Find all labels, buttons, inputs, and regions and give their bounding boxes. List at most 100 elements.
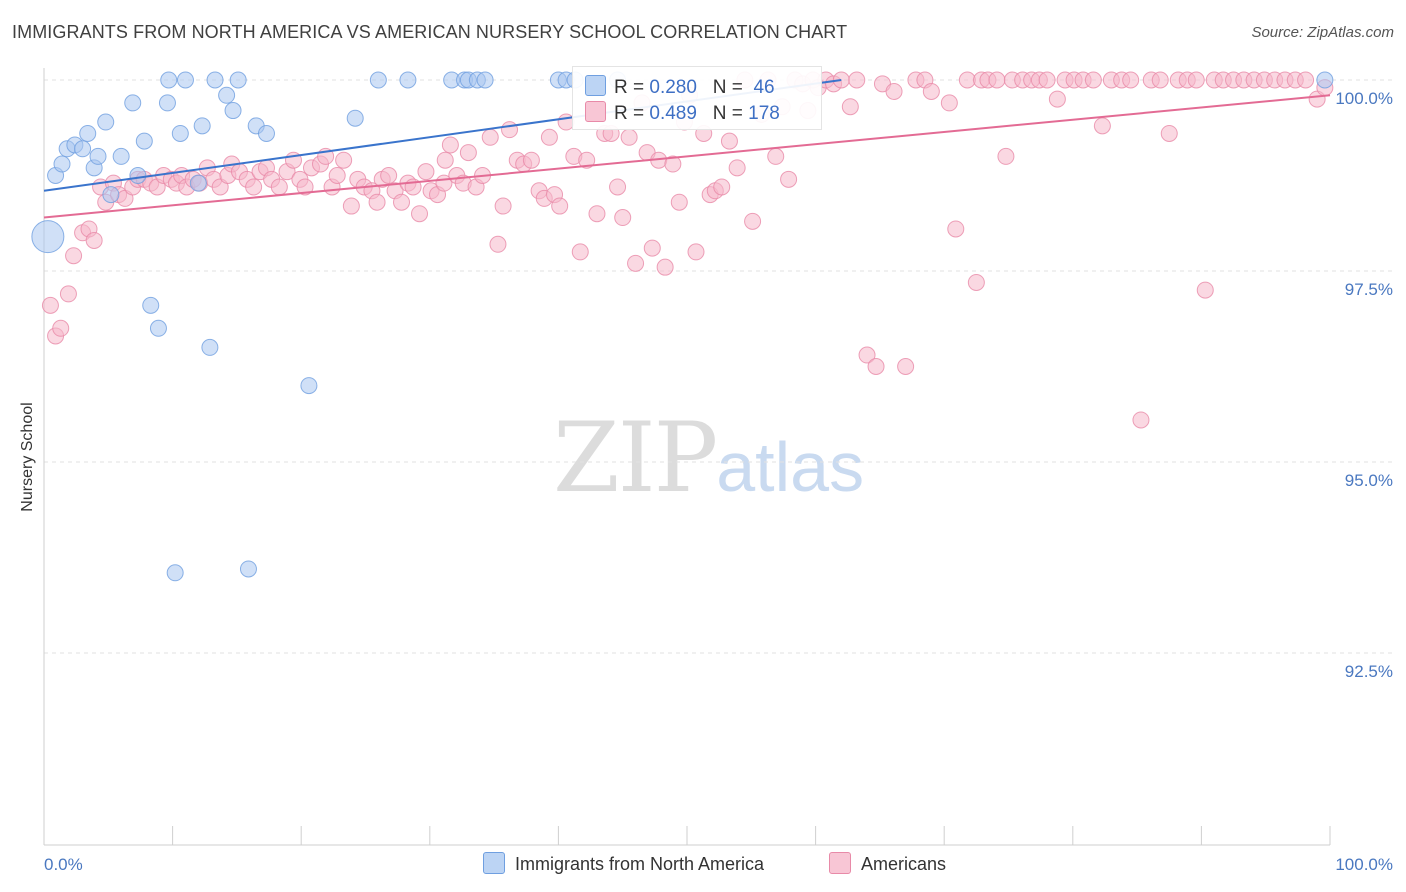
immigrants-point (112, 147, 130, 165)
americans-point (393, 193, 411, 211)
x-tick-label: 0.0% (44, 855, 83, 874)
americans-point (540, 128, 558, 146)
series-immigrants-points (31, 71, 1334, 582)
americans-point (1093, 117, 1111, 135)
legend-row-americans: R = 0.489 N = 178 (585, 101, 780, 127)
series-americans-points (41, 71, 1334, 429)
americans-point (848, 71, 866, 89)
americans-point (897, 358, 915, 375)
legend-row-immigrants: R = 0.280 N = 46 (585, 75, 775, 101)
americans-point (664, 155, 682, 173)
americans-point (368, 193, 386, 211)
americans-point (967, 273, 985, 291)
immigrants-point (171, 124, 189, 142)
watermark: ZIPatlas (553, 402, 864, 514)
immigrants-point (129, 167, 147, 184)
americans-point (417, 163, 435, 181)
americans-point (65, 247, 83, 265)
americans-point (441, 136, 459, 154)
americans-point (270, 178, 288, 196)
immigrants-point (239, 560, 257, 578)
americans-point (1196, 281, 1214, 299)
immigrants-point (218, 86, 236, 104)
americans-point (1038, 71, 1056, 89)
americans-point (296, 178, 314, 196)
americans-point (988, 71, 1006, 89)
bottom-legend-label: Americans (861, 854, 947, 874)
x-tick-label: 100.0% (1335, 855, 1393, 874)
immigrants-point (346, 109, 364, 127)
immigrants-point (176, 71, 194, 89)
bottom-legend-immigrants: Immigrants from North America (483, 852, 764, 875)
americans-point (85, 231, 103, 249)
americans-point (411, 205, 429, 223)
legend-r-label: R = (614, 77, 645, 98)
americans-point (958, 71, 976, 89)
americans-point (436, 151, 454, 169)
legend-n-label: N = (712, 103, 743, 124)
correlation-legend: R = 0.280 N = 46 R = 0.489 N = 178 (572, 66, 822, 130)
americans-point (494, 197, 512, 215)
americans-point (1048, 90, 1066, 108)
americans-point (1132, 411, 1150, 429)
americans-point (59, 285, 77, 303)
immigrants-point (79, 124, 97, 142)
americans-point (780, 170, 798, 188)
immigrants-point (229, 71, 247, 89)
immigrants-point (1316, 71, 1334, 89)
americans-point (52, 319, 70, 337)
legend-n-label: N = (712, 77, 743, 98)
americans-point (885, 82, 903, 100)
immigrants-point (193, 117, 211, 135)
legend-n-value: 46 (753, 77, 775, 98)
chart-title: IMMIGRANTS FROM NORTH AMERICA VS AMERICA… (12, 22, 848, 42)
americans-point (728, 159, 746, 177)
americans-point (1187, 71, 1205, 89)
immigrants-point (166, 564, 184, 582)
legend-r-value: 0.489 (649, 103, 697, 124)
immigrants-point (206, 71, 224, 89)
americans-point (744, 212, 762, 230)
immigrants-point (89, 147, 107, 165)
immigrants-point (224, 102, 242, 120)
immigrants-point (149, 319, 167, 337)
americans-point (997, 147, 1015, 165)
americans-point (522, 151, 540, 169)
immigrants-point (160, 71, 178, 89)
americans-point (481, 128, 499, 146)
immigrants-point (53, 155, 71, 173)
immigrants-point (300, 377, 318, 395)
immigrants-point (369, 71, 387, 89)
immigrants-point (102, 186, 120, 204)
americans-point (501, 121, 519, 139)
americans-point (1160, 124, 1178, 142)
immigrants-point (31, 220, 65, 254)
bottom-legend-swatch-americans (829, 852, 851, 874)
americans-point (670, 193, 688, 211)
axes (43, 68, 1331, 846)
y-tick-label: 92.5% (1345, 662, 1393, 681)
legend-n-value: 178 (748, 103, 780, 124)
americans-point (1122, 71, 1140, 89)
americans-point (328, 167, 346, 184)
watermark-atlas: atlas (716, 428, 865, 506)
americans-point (841, 98, 859, 116)
americans-point (867, 358, 885, 375)
immigrants-point (257, 124, 275, 142)
legend-swatch-americans (585, 101, 606, 122)
americans-point (656, 258, 674, 276)
americans-point (335, 151, 353, 169)
y-tick-label: 95.0% (1345, 471, 1393, 490)
americans-point (627, 254, 645, 272)
immigrants-point (399, 71, 417, 89)
immigrants-point (135, 132, 153, 150)
americans-point (922, 82, 940, 100)
americans-point (571, 243, 589, 261)
americans-point (1084, 71, 1102, 89)
watermark-zip: ZIP (553, 402, 718, 514)
immigrants-point (201, 338, 219, 356)
legend-swatch-immigrants (585, 75, 606, 96)
immigrants-point (124, 94, 142, 112)
americans-point (551, 197, 569, 215)
